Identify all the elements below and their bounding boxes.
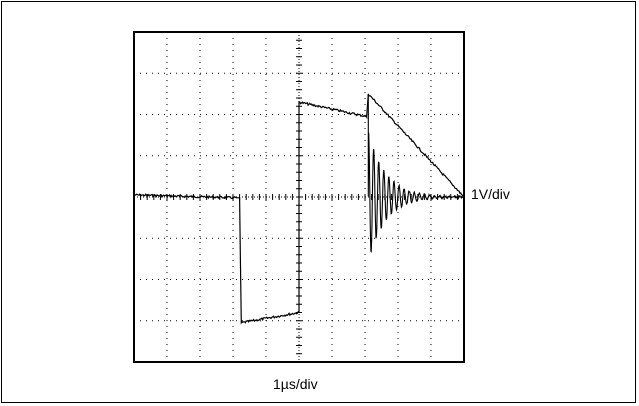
trace-ringing [367, 93, 464, 253]
y-scale-label: 1V/div [471, 186, 510, 202]
trace-line [134, 93, 464, 325]
x-scale-label: 1µs/div [273, 376, 318, 392]
trace [134, 93, 464, 325]
